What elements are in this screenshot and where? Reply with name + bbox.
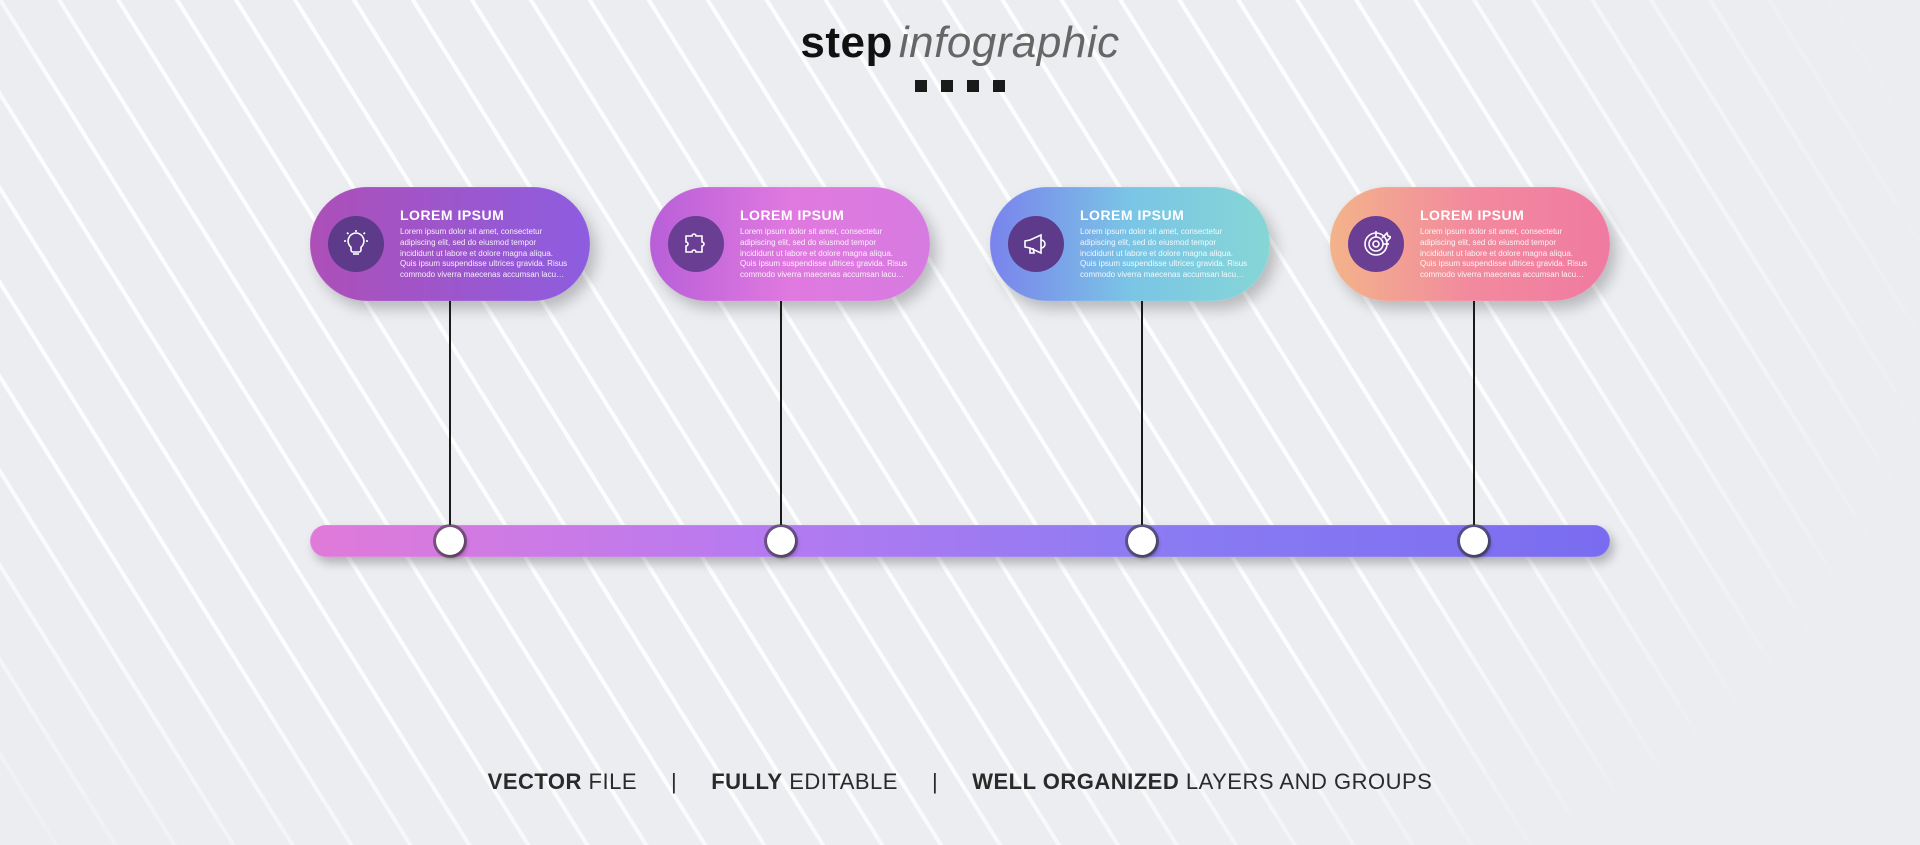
step-title: LOREM IPSUM [740, 207, 908, 223]
footer-separator: | [671, 769, 677, 794]
step-title: LOREM IPSUM [400, 207, 568, 223]
connector-line-2 [780, 301, 782, 541]
page-title: stepinfographic [0, 18, 1920, 68]
step-card-2: LOREM IPSUM Lorem ipsum dolor sit amet, c… [650, 187, 930, 301]
step-card-body: LOREM IPSUM Lorem ipsum dolor sit amet, c… [1420, 207, 1588, 281]
title-dot [941, 80, 953, 92]
title-dot [915, 80, 927, 92]
step-card-body: LOREM IPSUM Lorem ipsum dolor sit amet, c… [740, 207, 908, 281]
timeline-node-4 [1460, 527, 1488, 555]
step-card-3: LOREM IPSUM Lorem ipsum dolor sit amet, c… [990, 187, 1270, 301]
footer-light: LAYERS AND GROUPS [1186, 769, 1433, 794]
timeline-node-3 [1128, 527, 1156, 555]
infographic-canvas: stepinfographic LOREM IPSUM Lorem ipsum d… [0, 0, 1920, 845]
connector-line-1 [449, 301, 451, 541]
step-card-body: LOREM IPSUM Lorem ipsum dolor sit amet, c… [1080, 207, 1248, 281]
step-description: Lorem ipsum dolor sit amet, consectetur … [1080, 227, 1248, 281]
infographic-stage: LOREM IPSUM Lorem ipsum dolor sit amet, c… [310, 187, 1610, 707]
step-title: LOREM IPSUM [1080, 207, 1248, 223]
footer-separator: | [932, 769, 938, 794]
footer-features: VECTOR FILE | FULLY EDITABLE | WELL ORGANIZE… [0, 769, 1920, 795]
title-dot [993, 80, 1005, 92]
footer-bold: WELL ORGANIZED [972, 769, 1179, 794]
lightbulb-icon [328, 216, 384, 272]
timeline-track [310, 525, 1610, 557]
footer-bold: FULLY [711, 769, 782, 794]
title-thin: infographic [899, 18, 1120, 67]
step-title: LOREM IPSUM [1420, 207, 1588, 223]
step-description: Lorem ipsum dolor sit amet, consectetur … [400, 227, 568, 281]
title-bold: step [800, 18, 892, 67]
puzzle-icon [668, 216, 724, 272]
target-icon [1348, 216, 1404, 272]
step-description: Lorem ipsum dolor sit amet, consectetur … [740, 227, 908, 281]
timeline-node-1 [436, 527, 464, 555]
step-card-body: LOREM IPSUM Lorem ipsum dolor sit amet, c… [400, 207, 568, 281]
footer-light: FILE [589, 769, 637, 794]
connector-line-4 [1473, 301, 1475, 541]
step-card-1: LOREM IPSUM Lorem ipsum dolor sit amet, c… [310, 187, 590, 301]
connectors-layer [310, 301, 1610, 541]
step-description: Lorem ipsum dolor sit amet, consectetur … [1420, 227, 1588, 281]
connector-line-3 [1141, 301, 1143, 541]
footer-light: EDITABLE [789, 769, 898, 794]
title-dot [967, 80, 979, 92]
timeline-node-2 [767, 527, 795, 555]
step-card-4: LOREM IPSUM Lorem ipsum dolor sit amet, c… [1330, 187, 1610, 301]
step-cards-row: LOREM IPSUM Lorem ipsum dolor sit amet, c… [310, 187, 1610, 301]
title-dots [0, 80, 1920, 92]
footer-bold: VECTOR [488, 769, 582, 794]
megaphone-icon [1008, 216, 1064, 272]
